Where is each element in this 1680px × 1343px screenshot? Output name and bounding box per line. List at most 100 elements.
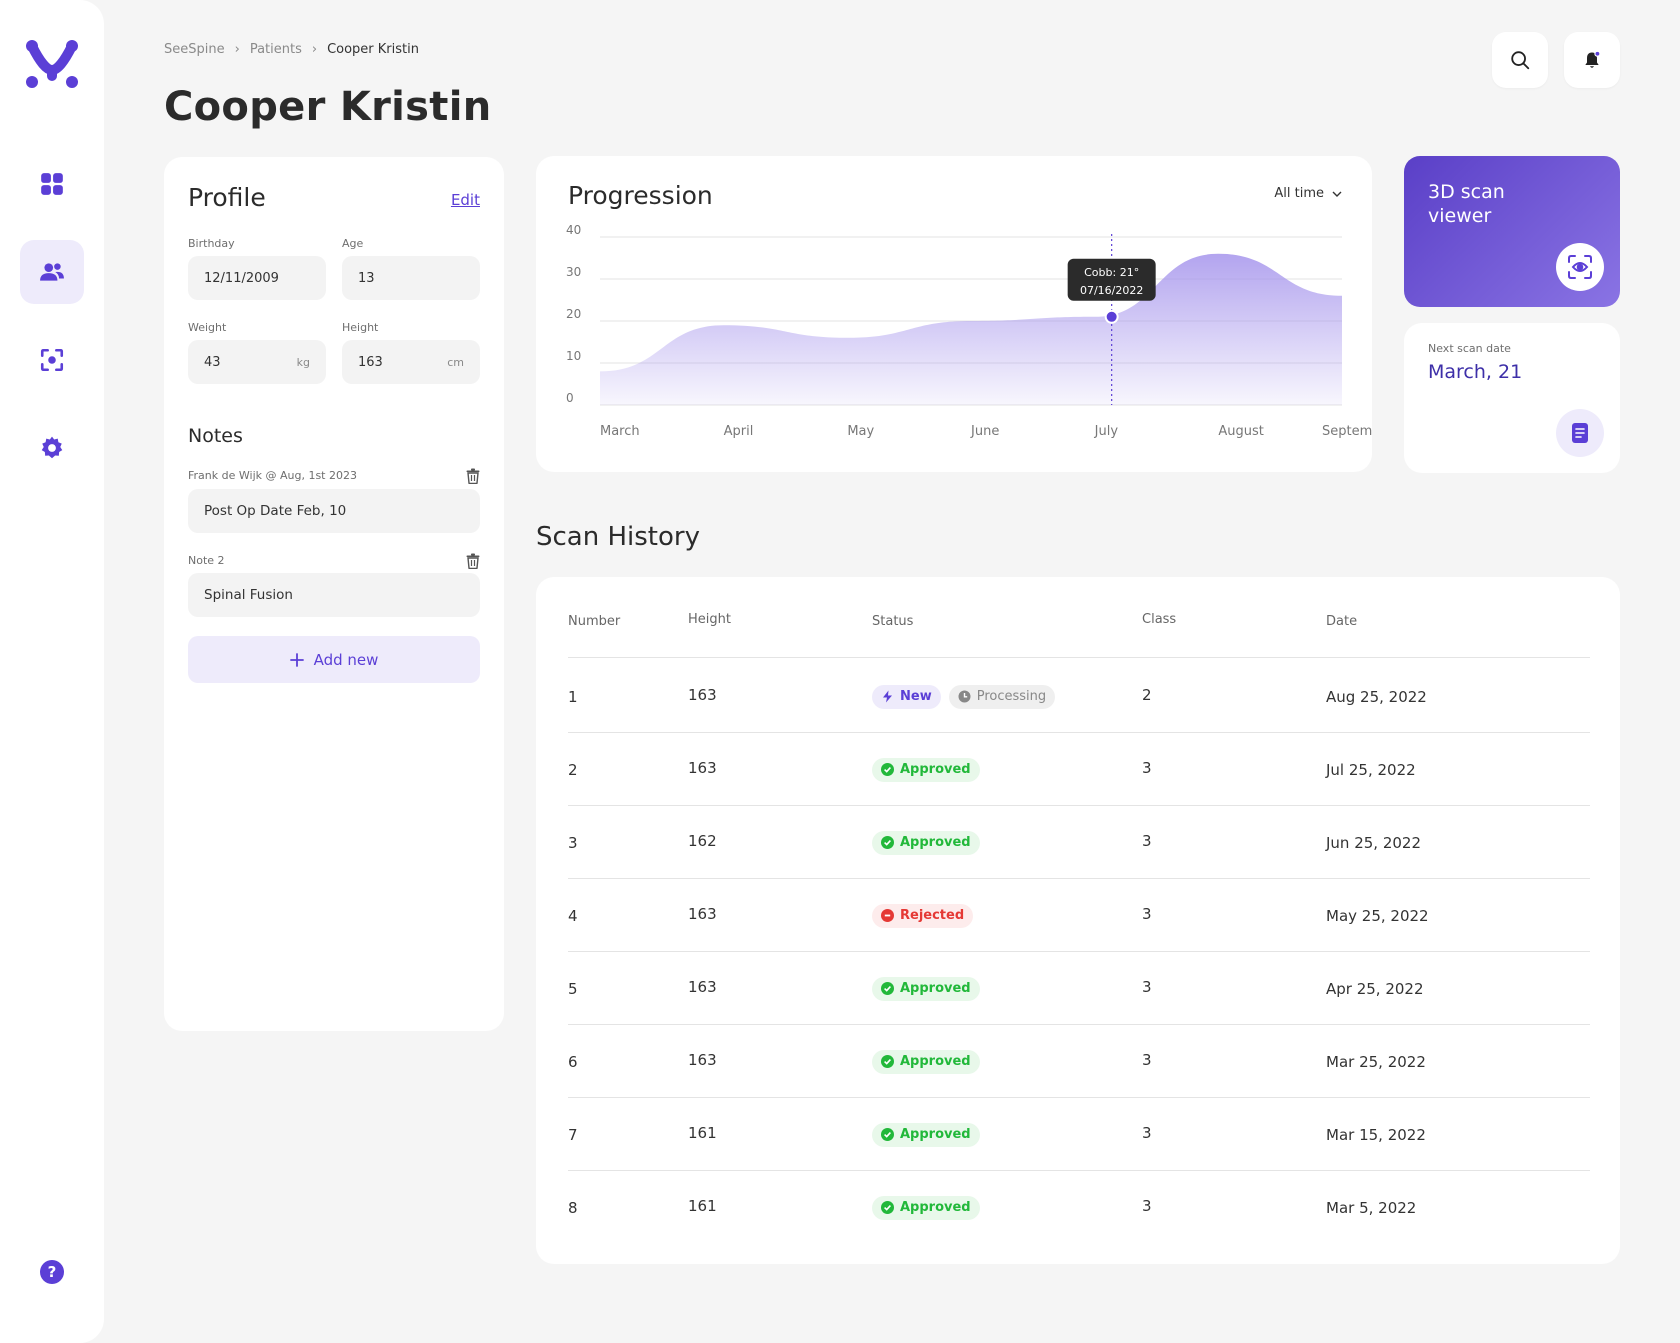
cell-class: 3 [1142,758,1152,777]
cell-number: 7 [568,1125,578,1144]
highlight-point [1104,309,1119,324]
status-badge-approved: Approved [872,1195,980,1220]
table-row[interactable]: 8 161 Approved 3 Mar 5, 2022 [536,1170,1620,1245]
breadcrumb: SeeSpine › Patients › Cooper Kristin [164,42,419,57]
x-tick-label: March [600,424,640,439]
column-header-status[interactable]: Status [872,614,914,629]
cell-date: Mar 5, 2022 [1326,1198,1417,1217]
scan-history-table: Number Height Status Class Date 1 163 New P… [536,577,1620,1264]
cell-status: Approved [872,1097,988,1172]
patients-icon [40,263,64,281]
table-row[interactable]: 5 163 Approved 3 Apr 25, 2022 [536,951,1620,1026]
table-row[interactable]: 3 162 Approved 3 Jun 25, 2022 [536,805,1620,880]
column-header-date[interactable]: Date [1326,614,1358,629]
cell-class: 2 [1142,685,1152,704]
nav-scan[interactable] [20,328,84,392]
eye-scan-icon [1568,255,1592,279]
notifications-button[interactable] [1564,32,1620,88]
cell-status: New Processing [872,659,1063,734]
area-fill [600,253,1342,405]
column-header-height[interactable]: Height [688,612,731,627]
note-input[interactable]: Post Op Date Feb, 10 [188,489,480,533]
cell-height: 163 [688,685,717,704]
age-field[interactable]: 13 [342,256,480,300]
status-label: Approved [900,1200,971,1215]
weight-field[interactable]: 43 kg [188,340,326,384]
header-divider [568,657,1590,658]
status-badge-approved: Approved [872,830,980,855]
x-tick-label: May [847,424,874,439]
cell-date: Aug 25, 2022 [1326,687,1427,706]
status-label: New [900,689,932,704]
cell-number: 4 [568,906,578,925]
logo-icon[interactable] [24,38,80,90]
range-select-value: All time [1274,186,1324,201]
document-icon [1572,423,1588,443]
add-note-button[interactable]: Add new [188,636,480,683]
status-badge-new: New [872,684,941,709]
scan-viewer-title: 3D scan viewer [1428,181,1505,227]
cell-number: 3 [568,833,578,852]
status-badge-approved: Approved [872,1122,980,1147]
y-tick-label: 30 [566,265,581,279]
cell-number: 5 [568,979,578,998]
column-header-class[interactable]: Class [1142,612,1177,627]
birthday-field[interactable]: 12/11/2009 [188,256,326,300]
breadcrumb-item-seespine[interactable]: SeeSpine [164,42,225,57]
nav-settings[interactable] [20,416,84,480]
tooltip-value: Cobb: 21° [1084,266,1139,279]
scan-viewer-card[interactable]: 3D scan viewer [1404,156,1620,307]
note-input[interactable]: Spinal Fusion [188,573,480,617]
bolt-icon [881,690,894,703]
status-label: Approved [900,762,971,777]
chevron-down-icon [1332,191,1342,197]
scan-viewer-button[interactable] [1556,243,1604,291]
next-scan-label: Next scan date [1428,342,1511,355]
nav-dashboard[interactable] [20,152,84,216]
cell-date: Mar 15, 2022 [1326,1125,1426,1144]
search-button[interactable] [1492,32,1548,88]
report-button[interactable] [1556,409,1604,457]
cell-height: 163 [688,1050,717,1069]
status-badge-approved: Approved [872,1049,980,1074]
table-row[interactable]: 6 163 Approved 3 Mar 25, 2022 [536,1024,1620,1099]
cell-class: 3 [1142,831,1152,850]
column-header-number[interactable]: Number [568,614,621,629]
check-circle-icon [881,982,894,995]
table-row[interactable]: 4 163 Rejected 3 May 25, 2022 [536,878,1620,953]
cell-number: 6 [568,1052,578,1071]
note-value: Spinal Fusion [204,587,293,603]
range-select[interactable]: All time [1274,186,1342,201]
clock-icon [958,690,971,703]
notes-title: Notes [188,425,243,447]
dashboard-icon [41,173,63,195]
cell-date: Jun 25, 2022 [1326,833,1422,852]
x-tick-label: June [970,424,999,439]
table-row[interactable]: 7 161 Approved 3 Mar 15, 2022 [536,1097,1620,1172]
y-tick-label: 10 [566,349,581,363]
trash-icon[interactable] [466,468,480,484]
page-title: Cooper Kristin [164,84,492,130]
status-label: Processing [976,689,1047,704]
help-icon[interactable]: ? [40,1260,64,1284]
row-divider [568,951,1590,952]
edit-profile-link[interactable]: Edit [450,191,480,209]
table-row[interactable]: 2 163 Approved 3 Jul 25, 2022 [536,732,1620,807]
check-circle-icon [881,836,894,849]
x-tick-label: July [1094,424,1119,439]
y-tick-label: 40 [566,223,581,237]
nav-patients[interactable] [20,240,84,304]
settings-icon [41,436,63,459]
progression-chart: 0 10 20 30 40 March April May June July August Sept… [566,223,1372,439]
age-label: Age [342,237,364,250]
check-circle-icon [881,1201,894,1214]
breadcrumb-item-patients[interactable]: Patients [249,42,302,57]
trash-icon[interactable] [466,553,480,569]
chevron-right-icon: › [234,42,240,57]
table-row[interactable]: 1 163 New Processing 2 Aug 25, 2022 [536,659,1620,734]
cell-date: May 25, 2022 [1326,906,1429,925]
height-field[interactable]: 163 cm [342,340,480,384]
minus-circle-icon [881,909,894,922]
note-label: Frank de Wijk @ Aug, 1st 2023 [188,469,357,482]
cell-number: 1 [568,687,578,706]
